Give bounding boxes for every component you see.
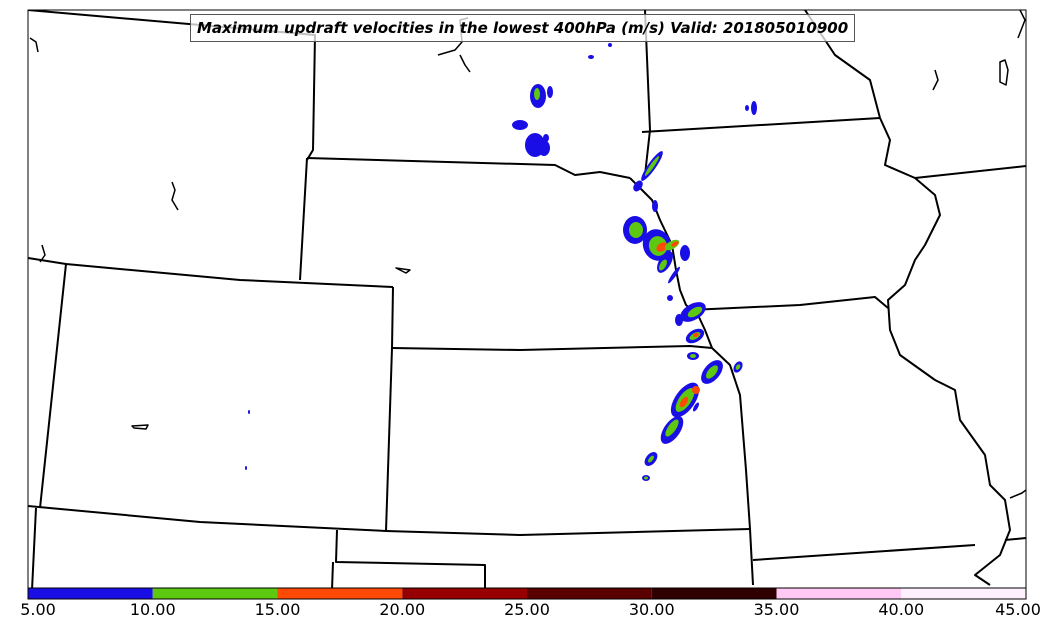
boundary-ok-tx-west [331,561,334,588]
boundary-ia-mo [689,296,889,311]
boundary-ok-panhandle [335,529,486,588]
colorbar-segment [651,588,777,599]
boundary-ks-ok [385,528,751,536]
colorbar-frame [27,587,1027,600]
colorbar-tick-label: 30.00 [628,600,675,619]
colorbar-segment [277,588,403,599]
boundary-ne-ks [391,345,713,351]
colorbar-segment [402,588,527,599]
lake-wy-1 [171,181,179,211]
boundary-ne-wy-west [299,157,308,281]
boundary-ks-mo [711,347,754,586]
colorbar-tick-label: 20.00 [379,600,426,619]
lake-mn-2 [932,69,939,91]
map-title: Maximum updraft velocities in the lowest… [190,14,856,42]
colorbar-segment [901,588,1026,599]
lake-mn-1 [999,59,1009,86]
colorbar-tick-label: 5.00 [20,600,56,619]
lake-co-1 [131,424,149,430]
boundary-sd-mn [644,10,651,176]
colorbar [27,587,1027,600]
boundary-il-ky [1004,537,1026,541]
boundary-co-ne-east [391,286,394,349]
boundary-nm-west [31,507,37,588]
colorbar-segment [152,588,278,599]
lake-wy-2 [39,244,46,263]
updraft-contours [245,43,757,481]
colorbar-segment [776,588,902,599]
colorbar-tick-label: 10.00 [129,600,176,619]
boundary-co-west [39,263,67,509]
colorbar-tick-label: 45.00 [995,600,1041,619]
colorbar-segment [527,588,652,599]
boundary-wy-sd [28,10,316,161]
lake-mo-1 [1009,489,1026,499]
boundary-co-ks [385,347,393,532]
boundary-mississippi [879,117,1011,586]
boundary-mo-ar [752,544,976,561]
lake-wy-3 [29,37,39,53]
colorbar-tick-label: 35.00 [753,600,800,619]
boundary-wy-co [28,257,394,288]
lake-mn-3 [1017,10,1026,39]
lake-ne-1 [395,267,411,274]
boundary-ia-il-wi [914,165,1026,179]
colorbar-segment [28,588,153,599]
boundary-co-nm [28,505,387,532]
boundary-sd-ne-north [306,157,631,179]
colorbar-tick-label: 40.00 [878,600,925,619]
colorbar-tick-label: 15.00 [254,600,301,619]
colorbar-tick-label: 25.00 [504,600,550,619]
boundary-mn-ia [641,117,881,133]
